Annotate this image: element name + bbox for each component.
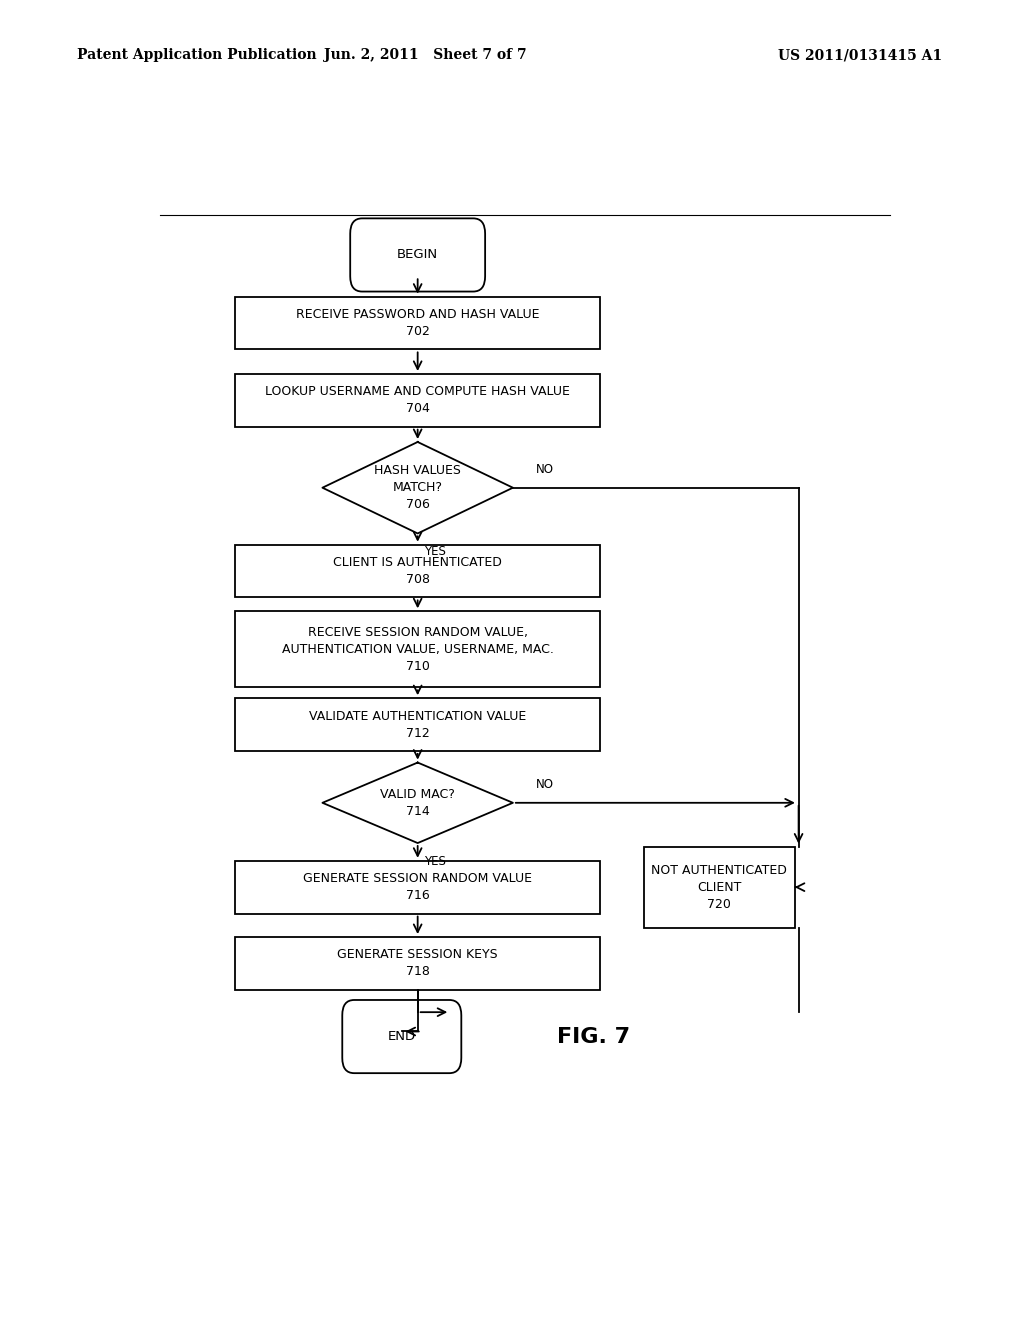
Text: RECEIVE SESSION RANDOM VALUE,
AUTHENTICATION VALUE, USERNAME, MAC.
710: RECEIVE SESSION RANDOM VALUE, AUTHENTICA…: [282, 626, 554, 673]
FancyBboxPatch shape: [236, 374, 600, 426]
Text: BEGIN: BEGIN: [397, 248, 438, 261]
Text: LOOKUP USERNAME AND COMPUTE HASH VALUE
704: LOOKUP USERNAME AND COMPUTE HASH VALUE 7…: [265, 385, 570, 416]
Text: NO: NO: [536, 777, 554, 791]
FancyBboxPatch shape: [236, 545, 600, 598]
FancyBboxPatch shape: [350, 218, 485, 292]
FancyBboxPatch shape: [644, 846, 795, 928]
Text: VALID MAC?
714: VALID MAC? 714: [380, 788, 455, 818]
Text: NO: NO: [536, 463, 554, 477]
Text: NOT AUTHENTICATED
CLIENT
720: NOT AUTHENTICATED CLIENT 720: [651, 863, 787, 911]
Text: VALIDATE AUTHENTICATION VALUE
712: VALIDATE AUTHENTICATION VALUE 712: [309, 710, 526, 739]
Text: YES: YES: [424, 855, 446, 867]
FancyBboxPatch shape: [236, 698, 600, 751]
FancyBboxPatch shape: [342, 1001, 461, 1073]
FancyBboxPatch shape: [236, 937, 600, 990]
Text: Patent Application Publication: Patent Application Publication: [77, 49, 316, 62]
Text: Jun. 2, 2011   Sheet 7 of 7: Jun. 2, 2011 Sheet 7 of 7: [324, 49, 526, 62]
Text: GENERATE SESSION RANDOM VALUE
716: GENERATE SESSION RANDOM VALUE 716: [303, 873, 532, 902]
Text: END: END: [388, 1030, 416, 1043]
Text: YES: YES: [424, 545, 446, 558]
Text: FIG. 7: FIG. 7: [557, 1027, 630, 1047]
Text: US 2011/0131415 A1: US 2011/0131415 A1: [778, 49, 942, 62]
Text: GENERATE SESSION KEYS
718: GENERATE SESSION KEYS 718: [337, 948, 498, 978]
Text: CLIENT IS AUTHENTICATED
708: CLIENT IS AUTHENTICATED 708: [333, 556, 502, 586]
Text: RECEIVE PASSWORD AND HASH VALUE
702: RECEIVE PASSWORD AND HASH VALUE 702: [296, 308, 540, 338]
FancyBboxPatch shape: [236, 611, 600, 688]
FancyBboxPatch shape: [236, 297, 600, 350]
FancyBboxPatch shape: [236, 861, 600, 913]
Text: HASH VALUES
MATCH?
706: HASH VALUES MATCH? 706: [374, 465, 461, 511]
